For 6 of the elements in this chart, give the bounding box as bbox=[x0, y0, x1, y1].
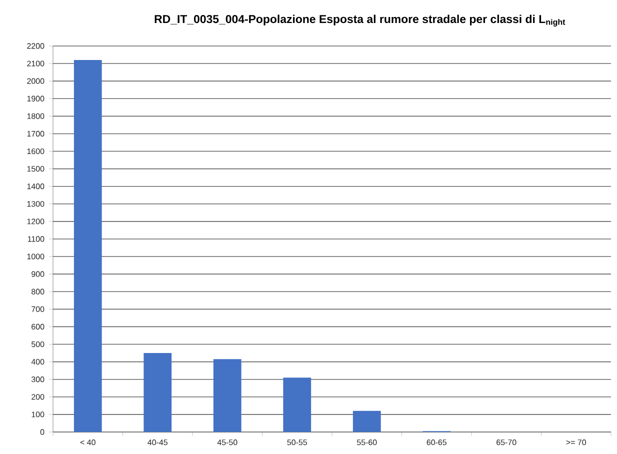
bar bbox=[213, 359, 242, 432]
bar bbox=[352, 410, 381, 432]
bar bbox=[74, 60, 102, 432]
chart-title: RD_IT_0035_004-Popolazione Esposta al rumore stradale per classi di L$_{night}$ bbox=[154, 14, 566, 26]
bar bbox=[144, 353, 172, 432]
bar bbox=[283, 378, 312, 432]
